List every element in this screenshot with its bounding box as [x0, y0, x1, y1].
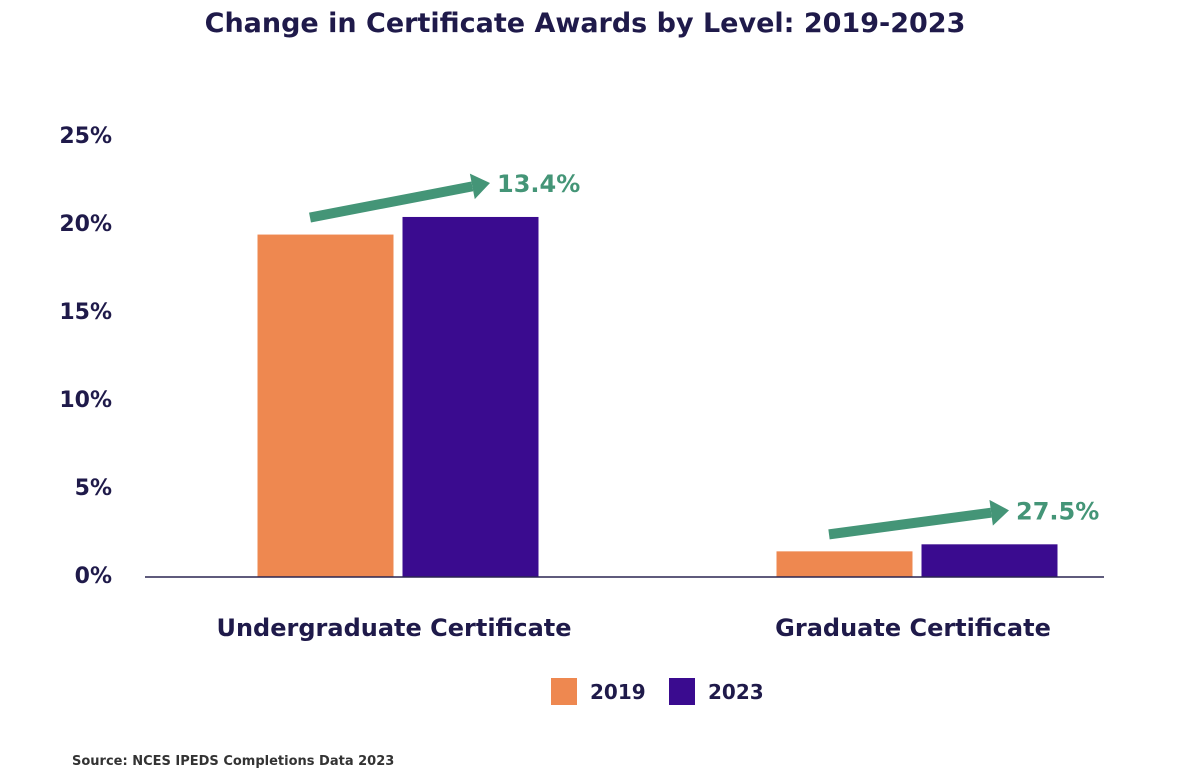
growth-arrow-head: [469, 173, 490, 200]
bar-2023-0: [402, 216, 539, 577]
legend-swatch-2019: [551, 678, 577, 705]
growth-arrow-shaft: [828, 507, 992, 540]
category-label: Graduate Certificate: [775, 614, 1051, 642]
category-label: Undergraduate Certificate: [216, 614, 571, 642]
growth-arrow-head: [989, 499, 1009, 526]
y-tick-label: 15%: [59, 300, 112, 325]
growth-label: 13.4%: [497, 170, 580, 198]
growth-label: 27.5%: [1016, 497, 1099, 525]
bar-2019-0: [257, 234, 394, 577]
y-tick-label: 20%: [59, 212, 112, 237]
chart-title: Change in Certificate Awards by Level: 2…: [205, 8, 966, 39]
y-tick-label: 0%: [75, 564, 112, 589]
y-tick-label: 10%: [59, 388, 112, 413]
y-tick-label: 25%: [59, 124, 112, 149]
source-note: Source: NCES IPEDS Completions Data 2023: [72, 754, 394, 769]
legend-swatch-2023: [669, 678, 695, 705]
bar-2023-1: [921, 544, 1058, 577]
legend-label: 2019: [590, 680, 646, 704]
y-tick-label: 5%: [75, 476, 112, 501]
growth-arrow-shaft: [309, 181, 474, 223]
bar-2019-1: [776, 551, 913, 577]
legend-label: 2023: [708, 680, 764, 704]
